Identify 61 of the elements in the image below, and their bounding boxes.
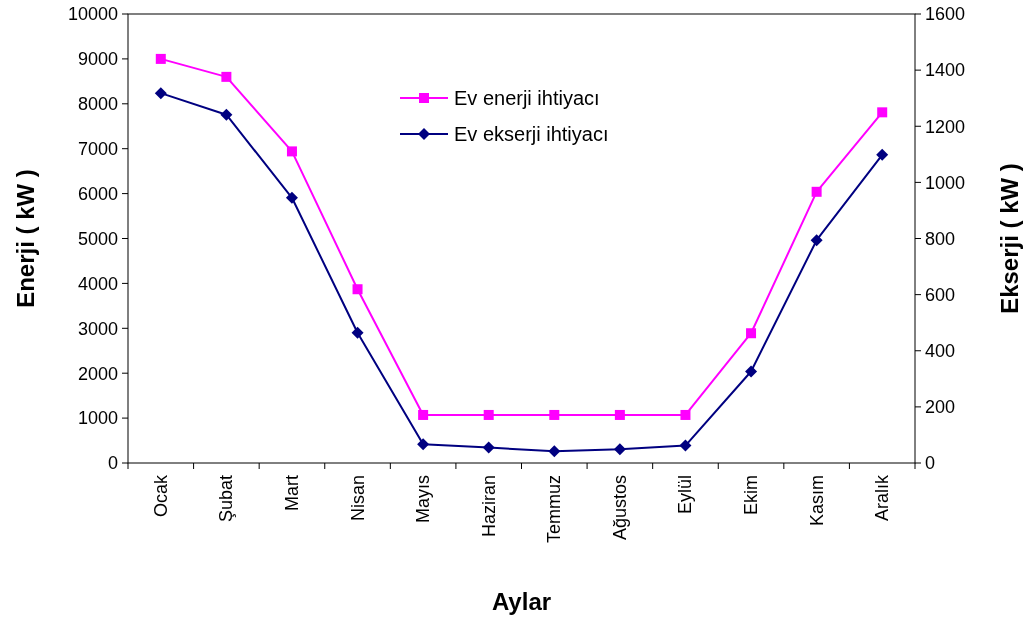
y-tick-label: 10000 (67, 4, 118, 25)
y2-tick-label: 800 (925, 228, 956, 249)
point (482, 441, 495, 454)
y2-tick-label: 0 (925, 453, 936, 474)
point (286, 146, 297, 157)
y-tick-label: 5000 (77, 228, 118, 249)
x-tick-label: Aralık (872, 474, 893, 522)
point (613, 443, 626, 456)
legend-label: Ev ekserji ihtiyacı (454, 123, 609, 145)
point (746, 328, 757, 339)
point (417, 438, 430, 451)
y-tick-label: 9000 (77, 49, 118, 70)
point (221, 71, 232, 82)
x-tick-label: Eylül (675, 475, 696, 515)
y-tick-label: 0 (107, 453, 118, 474)
y-tick-label: 7000 (77, 139, 118, 159)
x-tick-label: Ağustos (609, 475, 630, 541)
point (877, 107, 888, 118)
y-tick-label: 4000 (77, 273, 118, 294)
point (351, 326, 364, 339)
x-axis-title: Aylar (491, 588, 552, 615)
x-tick-label: Temmuz (544, 475, 565, 544)
x-tick-label: Şubat (216, 475, 237, 523)
x-tick-label: Nisan (347, 475, 368, 522)
y-tick-label: 6000 (77, 183, 118, 204)
point (220, 108, 233, 121)
y2-tick-label: 200 (925, 397, 956, 418)
point (549, 409, 560, 420)
point (810, 234, 823, 247)
point (418, 409, 429, 420)
y2-tick-label: 1200 (925, 116, 966, 137)
y2-tick-label: 400 (925, 341, 956, 362)
y2-tick-label: 600 (925, 284, 956, 305)
point (155, 53, 166, 64)
x-tick-label: Haziran (478, 475, 499, 538)
x-tick-label: Mayıs (413, 475, 434, 524)
point (614, 409, 625, 420)
point (285, 191, 298, 204)
y-tick-label: 8000 (77, 94, 118, 115)
point (680, 409, 691, 420)
y2-axis-title: Ekserji ( kW ) (996, 163, 1023, 314)
point (811, 186, 822, 197)
y-axis-title: Enerji ( kW ) (12, 169, 39, 308)
x-tick-label: Mart (281, 475, 302, 511)
y2-tick-label: 1400 (925, 60, 966, 81)
y-tick-label: 1000 (77, 408, 118, 429)
point (876, 148, 889, 161)
point (483, 409, 494, 420)
point (745, 365, 758, 378)
point (352, 284, 363, 295)
x-tick-label: Kasım (806, 475, 827, 527)
x-tick-label: Ekim (741, 475, 762, 515)
y2-tick-label: 1600 (925, 4, 966, 25)
legend-label: Ev enerji ihtiyacı (454, 87, 600, 109)
y-tick-label: 3000 (77, 318, 118, 339)
point (548, 445, 561, 458)
x-tick-label: Ocak (150, 474, 171, 518)
y2-tick-label: 1000 (925, 172, 966, 193)
point (679, 439, 692, 452)
y-tick-label: 2000 (77, 363, 118, 384)
point (154, 87, 167, 100)
